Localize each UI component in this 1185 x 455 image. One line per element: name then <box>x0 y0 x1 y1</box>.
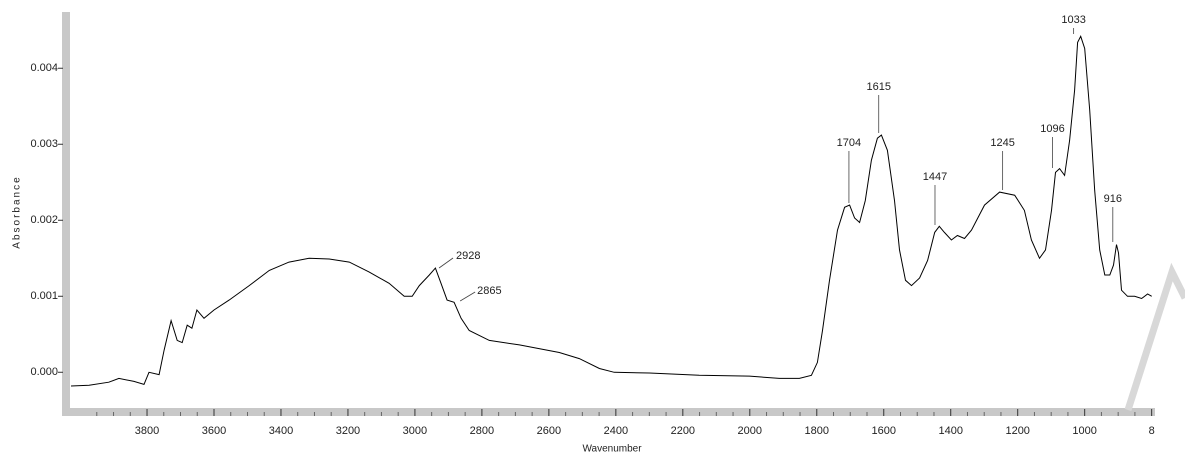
annotation-label: 2865 <box>477 285 501 297</box>
annotation-label: 916 <box>1104 193 1122 205</box>
y-tick-label: 0.004 <box>30 62 58 74</box>
x-axis-bar <box>62 408 1155 416</box>
x-tick-label: 3200 <box>336 425 360 437</box>
annotation-label: 1615 <box>866 81 890 93</box>
x-tick-label: 2400 <box>604 425 628 437</box>
annotation-leader <box>459 291 476 302</box>
annotation-label: 1033 <box>1061 14 1085 26</box>
annotation-leader <box>438 257 454 269</box>
annotation-label: 1704 <box>837 137 861 149</box>
x-tick-label: 2200 <box>671 425 695 437</box>
y-tick-label: 0.003 <box>30 138 58 150</box>
y-tick-label: 0.002 <box>30 214 58 226</box>
x-tick-label: 1800 <box>805 425 829 437</box>
watermark <box>1124 262 1185 412</box>
x-tick-label: 2800 <box>470 425 494 437</box>
x-tick-label: 2000 <box>738 425 762 437</box>
x-tick-label: 1600 <box>872 425 896 437</box>
spectrum-line <box>70 34 1152 387</box>
x-tick-label: 3800 <box>135 425 159 437</box>
annotation-label: 1096 <box>1040 123 1064 135</box>
x-axis-label: Wavenumber <box>582 444 642 455</box>
x-tick-label: 1000 <box>1072 425 1096 437</box>
annotation-label: 1245 <box>990 137 1014 149</box>
x-tick-label: 3600 <box>202 425 226 437</box>
x-tick-label: 8 <box>1149 425 1155 437</box>
y-axis-label: Absorbance <box>12 175 23 248</box>
x-tick-label: 1200 <box>1005 425 1029 437</box>
x-tick-label: 1400 <box>938 425 962 437</box>
y-axis-bar <box>62 12 70 416</box>
annotation-label: 1447 <box>923 171 947 183</box>
y-tick-label: 0.001 <box>30 290 58 302</box>
y-tick-label: 0.000 <box>30 366 58 378</box>
annotation-label: 2928 <box>456 250 480 262</box>
x-tick-label: 3400 <box>269 425 293 437</box>
x-tick-label: 3000 <box>403 425 427 437</box>
x-tick-label: 2600 <box>537 425 561 437</box>
